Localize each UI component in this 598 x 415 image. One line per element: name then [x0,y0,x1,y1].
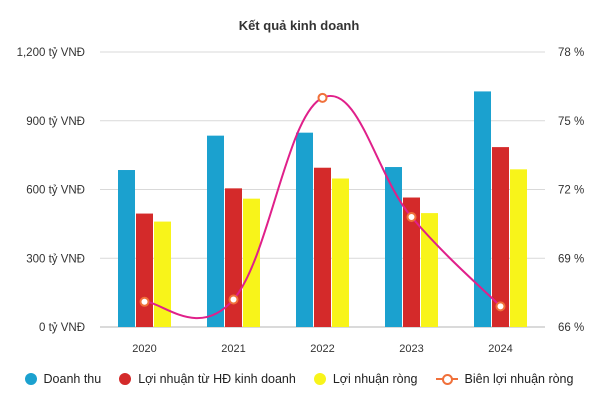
left-tick-label: 600 tỷ VNĐ [26,185,85,197]
right-tick-label: 72 % [558,185,584,197]
legend-label-loi-nhuan-rong: Lợi nhuận ròng [332,372,418,386]
legend-label-bien-loi-nhuan: Biên lợi nhuận ròng [464,372,574,386]
margin-point-2023 [406,212,417,222]
left-tick-label: 900 tỷ VNĐ [26,116,85,128]
left-tick-label: 1,200 tỷ VNĐ [17,47,85,59]
margin-line [139,92,506,320]
left-tick-label: 0 tỷ VNĐ [39,322,85,334]
bar-loi-nhuan-hdkd-2023 [403,197,420,327]
right-axis: 66 % 69 % 72 % 75 % 78 % [558,47,584,334]
bar-doanh-thu-2022 [296,132,313,327]
legend-swatch-loi-nhuan-rong [313,373,326,385]
legend-swatch-loi-nhuan-hdkd [119,373,132,385]
right-tick-label: 66 % [558,322,584,334]
margin-point-2021 [228,294,239,305]
bar-loi-nhuan-rong-2021 [243,198,260,327]
bar-doanh-thu-2020 [118,170,135,327]
bar-doanh-thu-2021 [207,135,224,327]
right-tick-label: 69 % [558,253,584,265]
bar-loi-nhuan-hdkd-2020 [136,213,153,327]
right-tick-label: 78 % [558,47,584,59]
legend-item-doanh-thu[interactable]: Doanh thu [24,372,102,386]
margin-point-2020 [139,296,150,307]
legend-label-doanh-thu: Doanh thu [43,372,102,386]
x-tick-label: 2023 [399,343,423,355]
legend: Doanh thu Lợi nhuận từ HĐ kinh doanh Lợi… [0,372,598,386]
right-tick-label: 75 % [558,116,584,128]
legend-label-loi-nhuan-hdkd: Lợi nhuận từ HĐ kinh doanh [138,372,296,386]
margin-point-2022 [317,92,328,103]
bar-loi-nhuan-hdkd-2022 [314,167,331,327]
legend-item-loi-nhuan-rong[interactable]: Lợi nhuận ròng [313,372,418,386]
x-tick-label: 2021 [221,343,245,355]
margin-point-2024 [495,301,506,312]
legend-swatch-bien-loi-nhuan [435,373,458,385]
bar-loi-nhuan-hdkd-2024 [492,147,509,327]
bar-loi-nhuan-rong-2024 [510,169,527,327]
legend-item-bien-loi-nhuan[interactable]: Biên lợi nhuận ròng [435,372,574,386]
x-tick-label: 2020 [132,343,156,355]
bar-loi-nhuan-rong-2022 [332,178,349,327]
left-tick-label: 300 tỷ VNĐ [26,253,85,265]
legend-swatch-doanh-thu [24,373,37,385]
bar-doanh-thu-2024 [474,91,491,328]
x-axis: 2020 2021 2022 2023 2024 [132,343,512,355]
bar-loi-nhuan-rong-2020 [154,221,171,327]
bars [118,91,527,328]
chart-title: Kết quả kinh doanh [239,18,360,33]
chart-area: Kết quả kinh doanh 0 tỷ VNĐ 300 tỷ VNĐ 600… [17,18,585,355]
left-axis: 0 tỷ VNĐ 300 tỷ VNĐ 600 tỷ VNĐ 900 tỷ VNĐ 1,… [17,47,85,334]
legend-item-loi-nhuan-hdkd[interactable]: Lợi nhuận từ HĐ kinh doanh [119,372,296,386]
x-tick-label: 2022 [310,343,334,355]
bar-doanh-thu-2023 [385,167,402,327]
x-tick-label: 2024 [488,343,512,355]
